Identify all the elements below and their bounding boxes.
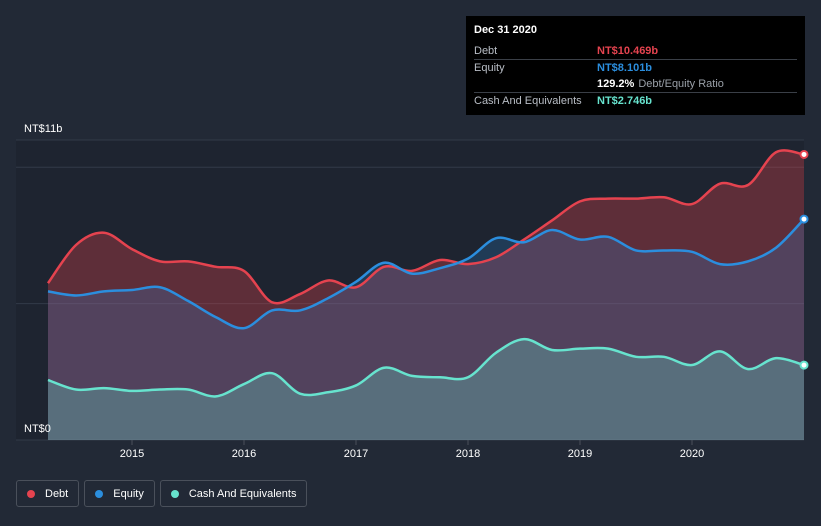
equity-dot-icon — [95, 489, 104, 498]
debt-dot-icon — [27, 489, 35, 498]
tooltip-ratio-label: Debt/Equity Ratio — [638, 78, 724, 90]
tooltip-label: Debt — [474, 45, 498, 57]
marker-layer — [799, 149, 809, 370]
tooltip-date: Dec 31 2020 — [474, 24, 537, 36]
x-tick-label: 2016 — [232, 448, 256, 460]
legend-item-cash[interactable]: Cash And Equivalents — [159, 480, 308, 507]
cash-and-equivalents-area — [48, 339, 804, 440]
y-axis-top-label: NT$11b — [24, 123, 62, 135]
line-layer — [46, 149, 805, 398]
x-axis-ticks: 2015 2016 2017 2018 2019 2020 — [120, 440, 704, 460]
tooltip: Dec 31 2020 Debt NT$10.469b Equity NT$8.… — [466, 16, 805, 115]
debt-area — [48, 150, 804, 440]
legend-item-debt[interactable]: Debt — [16, 480, 80, 507]
legend-label: Debt — [45, 487, 69, 500]
tooltip-value: NT$8.101b — [597, 62, 653, 74]
equity-end-marker — [799, 214, 809, 224]
tooltip-label: Equity — [474, 62, 505, 74]
tooltip-value: NT$2.746b — [597, 95, 653, 107]
cash-dot-icon — [170, 489, 179, 498]
tooltip-label: Cash And Equivalents — [474, 95, 582, 107]
y-axis-bottom-label: NT$0 — [24, 423, 51, 435]
tooltip-row-debt: Debt NT$10.469b — [474, 43, 797, 59]
x-tick-label: 2020 — [680, 448, 704, 460]
x-tick-label: 2019 — [568, 448, 592, 460]
tooltip-row-equity: Equity NT$8.101b — [474, 59, 797, 76]
area-layer — [48, 150, 804, 440]
legend-label: Cash And Equivalents — [188, 487, 297, 500]
cash-and-equivalents-end-marker — [799, 360, 809, 370]
debt-line — [46, 149, 805, 305]
tooltip-value: NT$10.469b — [597, 45, 659, 57]
legend-item-equity[interactable]: Equity — [84, 480, 155, 507]
cash-and-equivalents-line — [47, 337, 805, 398]
x-tick-label: 2015 — [120, 448, 144, 460]
tooltip-ratio-value: 129.2% — [597, 78, 635, 90]
chart-legend: Debt Equity Cash And Equivalents — [16, 480, 308, 507]
equity-line — [47, 218, 805, 330]
equity-area — [48, 219, 804, 440]
tooltip-row-ratio: 129.2% Debt/Equity Ratio — [474, 76, 797, 92]
debt-end-marker — [799, 149, 809, 159]
x-tick-label: 2018 — [456, 448, 480, 460]
legend-label: Equity — [113, 487, 144, 500]
tooltip-row-cash: Cash And Equivalents NT$2.746b — [474, 92, 797, 109]
x-tick-label: 2017 — [344, 448, 368, 460]
